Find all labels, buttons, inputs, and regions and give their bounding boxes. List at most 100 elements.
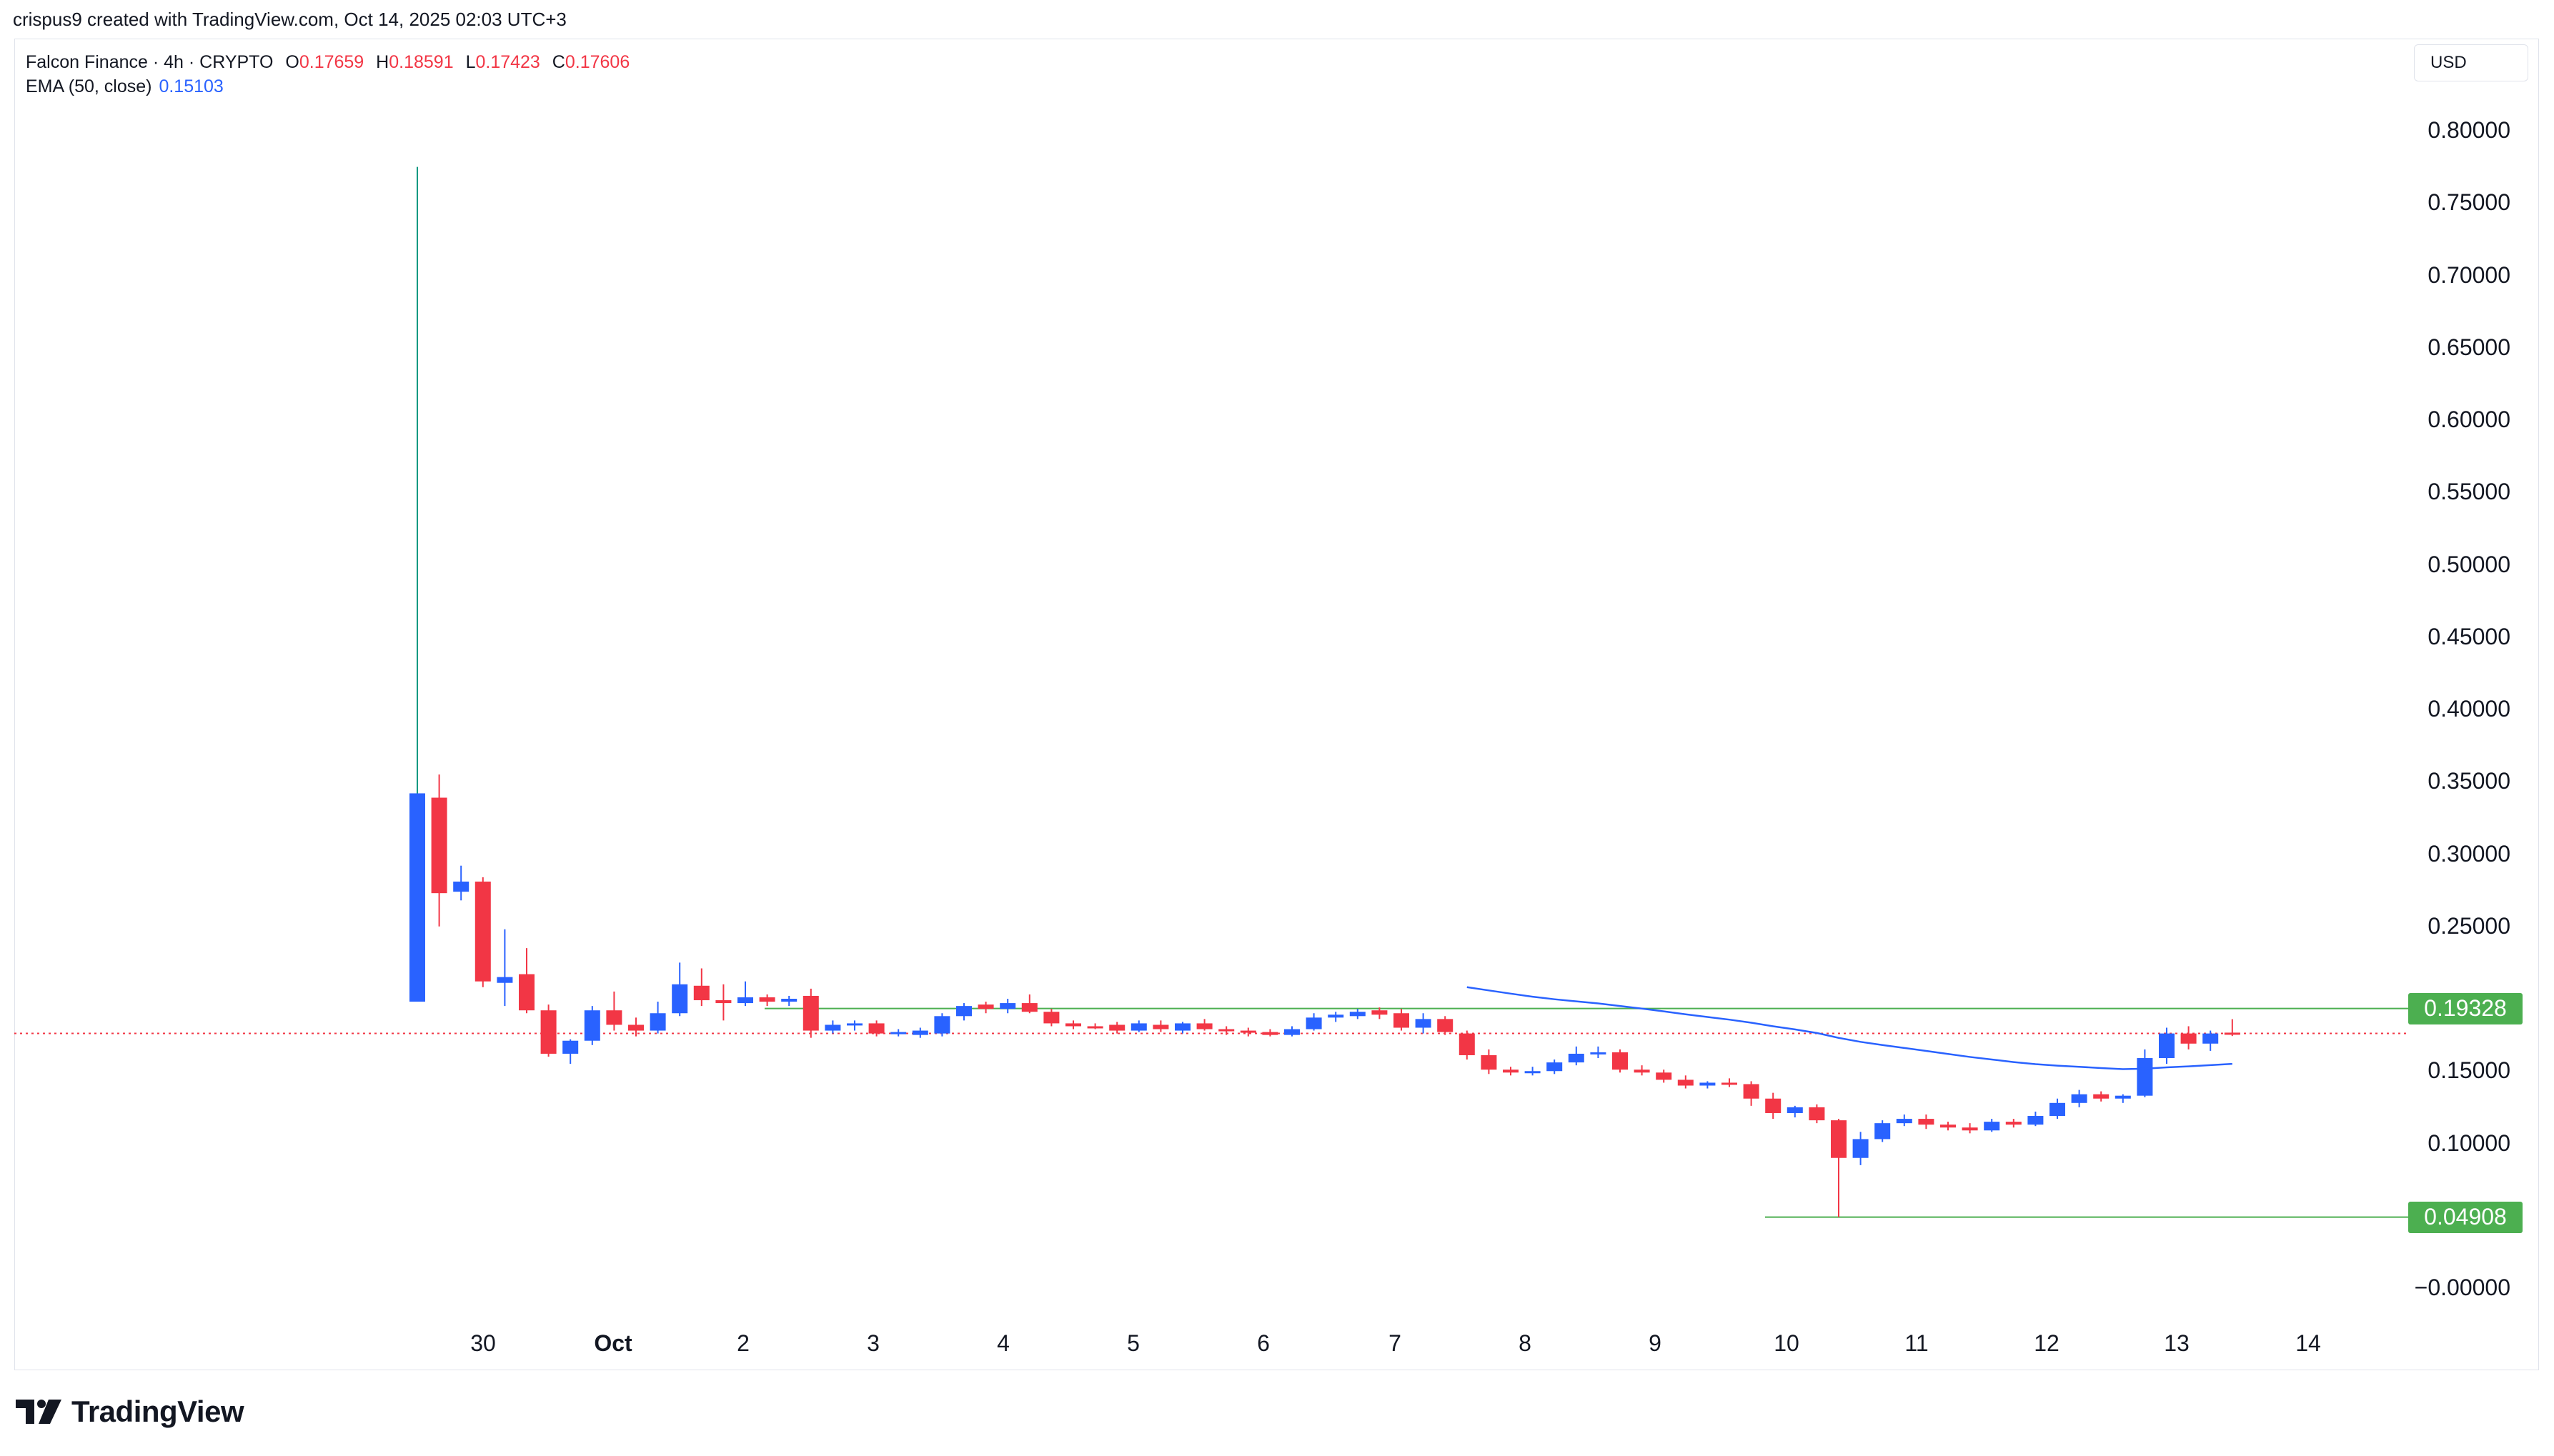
candle-body xyxy=(737,997,753,1004)
candle-body xyxy=(1852,1139,1869,1158)
tradingview-logo-text: TradingView xyxy=(71,1395,244,1428)
time-axis-tick-label: 8 xyxy=(1519,1330,1531,1356)
candle-body xyxy=(781,999,797,1002)
time-axis-tick-label: 12 xyxy=(2034,1330,2059,1356)
candle-body xyxy=(474,881,491,982)
price-axis-tick-label: −0.00000 xyxy=(2414,1275,2510,1300)
time-axis-tick-label: 4 xyxy=(997,1330,1010,1356)
candle-body xyxy=(1612,1052,1628,1070)
price-axis-tick-label: 0.55000 xyxy=(2428,479,2510,505)
candle-body xyxy=(1765,1098,1782,1113)
time-axis-tick-label: 3 xyxy=(867,1330,880,1356)
chart-creator-caption: crispus9 created with TradingView.com, O… xyxy=(13,9,567,30)
time-axis-tick-label: 5 xyxy=(1127,1330,1140,1356)
chart-pane[interactable] xyxy=(14,39,2539,1370)
candle-body xyxy=(1043,1012,1060,1024)
candle-body xyxy=(1371,1010,1388,1015)
price-axis-tick-label: 0.60000 xyxy=(2428,407,2510,432)
candle-body xyxy=(1109,1024,1126,1031)
price-axis-tick-label: 0.50000 xyxy=(2428,551,2510,577)
tradingview-logo[interactable]: TradingView xyxy=(16,1395,244,1429)
candle-body xyxy=(1546,1062,1563,1072)
candle-body xyxy=(715,1000,732,1004)
candle-body xyxy=(1721,1082,1737,1085)
candle-body xyxy=(1677,1079,1694,1086)
candle-body xyxy=(2180,1033,2197,1044)
candle-body xyxy=(562,1040,579,1054)
candle-body xyxy=(1240,1030,1256,1033)
candle-body xyxy=(1000,1003,1016,1009)
time-axis-tick-label: 10 xyxy=(1774,1330,1799,1356)
candle-body xyxy=(1743,1084,1759,1099)
candle-body xyxy=(1284,1029,1300,1035)
time-axis-tick-label: 11 xyxy=(1904,1330,1929,1356)
candle-body xyxy=(1196,1023,1213,1029)
candle-body xyxy=(1481,1054,1497,1070)
candle-body xyxy=(1459,1033,1475,1055)
price-axis-tick-label: 0.65000 xyxy=(2428,334,2510,360)
price-axis-tick-label: 0.80000 xyxy=(2428,117,2510,143)
candle-body xyxy=(1415,1019,1431,1028)
price-axis-tick-label: 0.25000 xyxy=(2428,912,2510,939)
legend-low-label: L xyxy=(465,52,476,72)
candle-body xyxy=(453,881,469,892)
candle-body xyxy=(1393,1013,1409,1028)
candle-body xyxy=(1656,1072,1672,1080)
candle-body xyxy=(978,1004,994,1009)
legend-symbol-row: Falcon Finance · 4h · CRYPTO O0.17659 H0… xyxy=(26,50,630,74)
legend-high-label: H xyxy=(376,52,389,72)
price-tag-lower: 0.04908 xyxy=(2408,1201,2523,1233)
candle-body xyxy=(1328,1014,1344,1018)
candle-body xyxy=(672,984,688,1014)
candle-body xyxy=(650,1013,666,1031)
candle-body xyxy=(1590,1052,1606,1054)
time-axis-tick-label: 14 xyxy=(2295,1330,2321,1356)
candle-body xyxy=(1874,1123,1891,1140)
candle-body xyxy=(1896,1119,1912,1124)
price-axis-tick-label: 0.30000 xyxy=(2428,840,2510,867)
candle-body xyxy=(1262,1032,1278,1035)
legend-ema-value: 0.15103 xyxy=(159,76,224,96)
candle-body xyxy=(431,797,447,894)
candle-body xyxy=(1809,1107,1825,1121)
candle-body xyxy=(1306,1017,1322,1029)
time-axis-tick-label: 9 xyxy=(1649,1330,1661,1356)
time-axis-tick-label: 7 xyxy=(1388,1330,1401,1356)
candle-body xyxy=(540,1010,557,1054)
candle-body xyxy=(1153,1024,1169,1029)
candle-body xyxy=(1503,1069,1519,1073)
candle-body xyxy=(1918,1119,1934,1125)
candle-body xyxy=(1065,1023,1081,1027)
legend-symbol[interactable]: Falcon Finance · 4h · CRYPTO xyxy=(26,52,274,72)
currency-selector[interactable]: USD xyxy=(2414,44,2528,81)
candle-body xyxy=(2027,1116,2044,1125)
candle-body xyxy=(890,1032,907,1034)
price-axis-tick-label: 0.45000 xyxy=(2428,623,2510,649)
candle-body xyxy=(1984,1122,2000,1131)
candle-body xyxy=(2071,1094,2087,1103)
candle-body xyxy=(956,1006,972,1017)
candle-body xyxy=(1940,1125,1956,1128)
time-axis-tick-label: 30 xyxy=(470,1330,496,1356)
candle-body xyxy=(759,997,775,1002)
legend-close-label: C xyxy=(552,52,565,72)
candle-body xyxy=(2224,1032,2240,1035)
candle-body xyxy=(1568,1053,1584,1063)
candle-body xyxy=(519,974,535,1011)
candle-body xyxy=(693,985,710,1001)
candle-body xyxy=(1437,1019,1454,1032)
candle-body xyxy=(1218,1029,1235,1032)
candle-body xyxy=(912,1030,928,1035)
legend-low-value: 0.17423 xyxy=(475,52,540,72)
candle-body xyxy=(1175,1023,1191,1031)
candle-body xyxy=(2137,1058,2153,1096)
time-axis-tick-label: 6 xyxy=(1257,1330,1270,1356)
ema-line xyxy=(1466,986,2232,1070)
chart-legend: Falcon Finance · 4h · CRYPTO O0.17659 H0… xyxy=(26,50,630,99)
candle-body xyxy=(1087,1026,1103,1029)
candle-body xyxy=(2159,1033,2175,1059)
candle-body xyxy=(409,793,425,1002)
price-axis-tick-label: 0.15000 xyxy=(2428,1057,2510,1084)
candle-body xyxy=(1699,1082,1716,1086)
legend-ema-name[interactable]: EMA (50, close) xyxy=(26,76,152,96)
